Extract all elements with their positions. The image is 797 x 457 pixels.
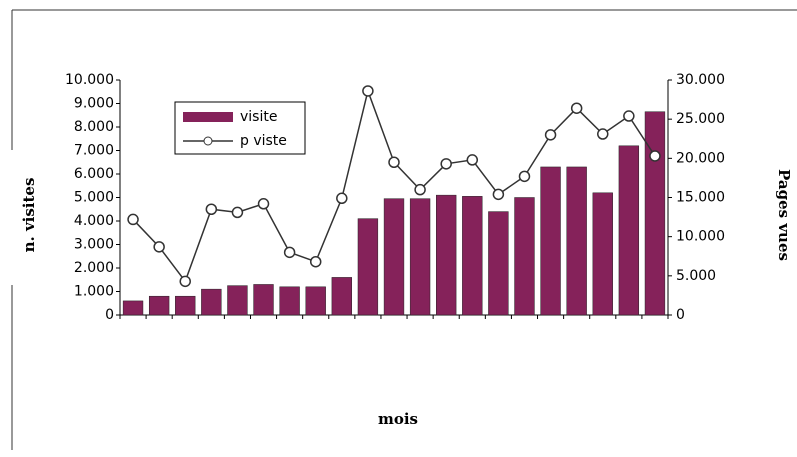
y2-tick-label: 10.000 — [676, 229, 725, 245]
y-tick-label: 5.000 — [74, 190, 114, 206]
y-tick-label: 10.000 — [65, 72, 114, 88]
y2-tick-label: 20.000 — [676, 150, 725, 166]
y-tick-label: 4.000 — [74, 213, 114, 229]
point — [231, 206, 244, 219]
legend-label: visite — [240, 109, 277, 125]
legend-point — [203, 136, 213, 146]
bar — [305, 286, 326, 316]
point — [544, 129, 557, 141]
point — [492, 188, 505, 201]
point — [440, 158, 452, 170]
bar — [201, 288, 222, 316]
bar — [175, 295, 196, 316]
point — [153, 241, 165, 253]
point — [127, 213, 139, 226]
bar — [462, 196, 483, 316]
point — [362, 85, 374, 97]
bar — [279, 286, 300, 316]
point — [309, 255, 322, 268]
y-tick-label: 0 — [105, 307, 114, 323]
legend-swatch — [183, 112, 233, 122]
bar — [618, 145, 640, 316]
bar — [514, 197, 535, 316]
y2-tick-label: 25.000 — [676, 111, 725, 127]
bar — [357, 218, 379, 316]
point — [597, 128, 609, 140]
bar — [592, 192, 613, 316]
bar — [383, 198, 405, 316]
point — [205, 203, 218, 215]
point — [466, 154, 479, 166]
y-tick-label: 9.000 — [74, 96, 114, 112]
bar — [331, 277, 352, 316]
point — [570, 102, 583, 114]
point — [336, 192, 348, 205]
y2-axis-title: Pages vues — [775, 169, 793, 261]
bar — [122, 300, 144, 316]
point — [283, 246, 296, 259]
point — [257, 198, 270, 210]
legend-box — [174, 101, 306, 155]
bar — [566, 166, 587, 316]
point — [649, 150, 661, 162]
y-tick-label: 3.000 — [74, 237, 114, 253]
bar — [436, 194, 457, 316]
point — [518, 170, 531, 183]
point — [414, 183, 426, 196]
bar — [253, 284, 274, 316]
bar — [227, 285, 248, 316]
bar — [540, 166, 561, 316]
legend-label: p viste — [240, 133, 287, 149]
y-tick-label: 1.000 — [74, 284, 114, 300]
bar — [409, 198, 431, 316]
bar — [488, 211, 509, 316]
y2-tick-label: 0 — [676, 307, 685, 323]
y2-tick-label: 15.000 — [676, 190, 725, 206]
y-tick-label: 6.000 — [74, 166, 114, 182]
x-axis-title: mois — [378, 410, 418, 428]
y-tick-label: 8.000 — [74, 119, 114, 135]
y2-tick-label: 30.000 — [676, 72, 725, 88]
bar — [644, 111, 666, 316]
bar — [148, 295, 170, 316]
y2-tick-label: 5.000 — [676, 268, 716, 284]
point — [388, 156, 400, 168]
point — [623, 110, 635, 122]
y-tick-label: 7.000 — [74, 143, 114, 159]
y-tick-label: 2.000 — [74, 260, 114, 276]
y-axis-title: n. visites — [20, 178, 38, 253]
point — [179, 275, 191, 288]
